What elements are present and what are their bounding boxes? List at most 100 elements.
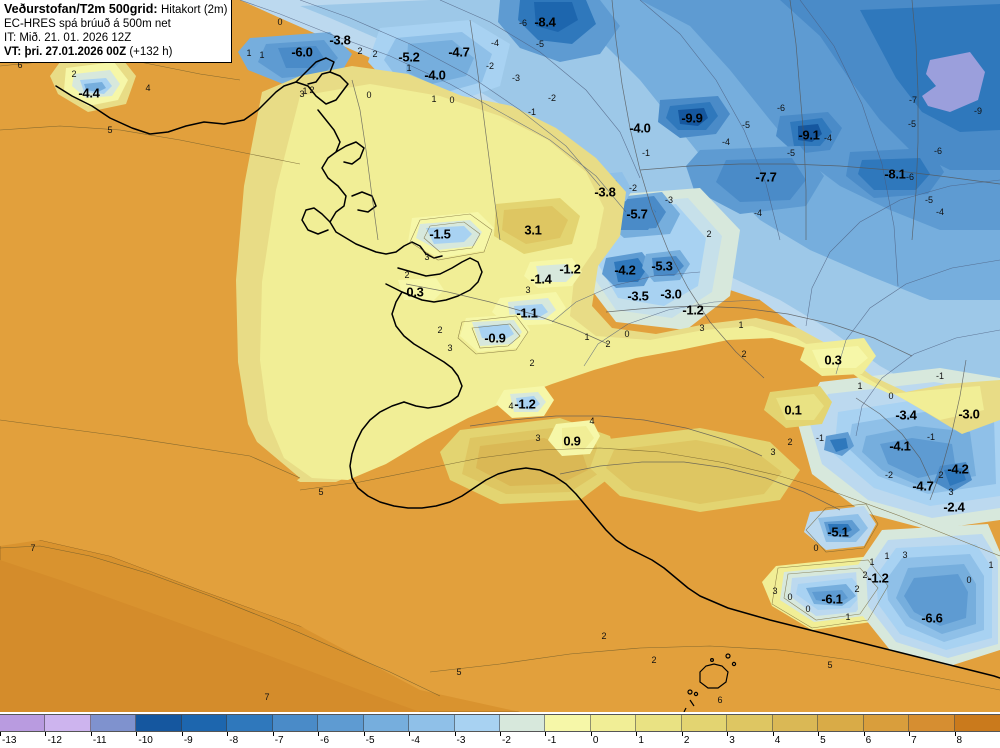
contour-label: -2 xyxy=(884,470,894,480)
contour-label: 2 xyxy=(357,46,363,56)
contour-label: 2 xyxy=(372,49,378,59)
contour-label: 2 xyxy=(862,570,868,580)
colorbar-tick-label: 1 xyxy=(638,735,644,746)
contour-label: 1 xyxy=(406,63,412,73)
colorbar-tick xyxy=(272,732,274,736)
contour-label: 2 xyxy=(437,325,443,335)
temperature-value-label: -4.0 xyxy=(629,120,651,136)
contour-label: -6 xyxy=(518,18,528,28)
colorbar-tick xyxy=(318,732,320,736)
contour-label: 2 xyxy=(854,584,860,594)
colorbar-tick xyxy=(772,732,774,736)
temperature-map[interactable]: 6 5 2 0 4 1 1 2 2 1 0 1 3 2 -6 -4 -5 -2 -3 -2 -1 0 1 -6 -5 -4 -4 -5… xyxy=(0,0,1000,712)
contour-label: 5 xyxy=(827,660,833,670)
colorbar-segment xyxy=(863,715,910,731)
colorbar-tick-label: -2 xyxy=(502,735,511,746)
contour-label: 3 xyxy=(447,343,453,353)
contour-label: 1 xyxy=(259,50,265,60)
temperature-value-label: -5.2 xyxy=(398,49,420,65)
colorbar-tick-label: -1 xyxy=(547,735,557,746)
contour-label: -5 xyxy=(907,119,917,129)
colorbar-tick-label: 4 xyxy=(774,735,781,746)
colorbar-tick-label: -6 xyxy=(320,735,330,746)
temperature-value-label: -1.2 xyxy=(559,261,581,277)
temperature-value-label: -2.4 xyxy=(943,499,965,515)
colorbar-segment xyxy=(909,715,955,731)
temperature-value-label: -1.4 xyxy=(530,271,552,287)
temperature-value-label: 0.9 xyxy=(563,433,581,449)
colorbar-segment xyxy=(45,715,91,731)
colorbar-tick-label: -12 xyxy=(47,735,62,746)
temperature-value-label: -1.2 xyxy=(682,302,704,318)
colorbar-tick xyxy=(227,732,229,736)
contour-label: -5 xyxy=(535,39,545,49)
colorbar-tick xyxy=(636,732,638,736)
contour-label: -6 xyxy=(933,146,943,156)
contour-label: 6 xyxy=(17,60,23,70)
contour-label: 2 xyxy=(309,85,315,95)
colorbar-segment xyxy=(363,715,410,731)
temperature-value-label: -3.0 xyxy=(958,406,980,422)
temperature-value-label: -6.0 xyxy=(291,44,313,60)
contour-label: 3 xyxy=(525,285,531,295)
colorbar-tick xyxy=(545,732,547,736)
contour-label: 1 xyxy=(584,332,590,342)
contour-label: 7 xyxy=(30,543,36,553)
contour-label: 0 xyxy=(366,90,372,100)
colorbar-tick-label: -4 xyxy=(411,735,420,746)
colorbar-tick-label: -5 xyxy=(365,735,375,746)
colorbar-segment xyxy=(454,715,500,731)
colorbar-tick-label: -7 xyxy=(274,735,284,746)
temperature-value-label: -5.7 xyxy=(626,206,648,222)
colorbar-tick xyxy=(409,732,411,736)
contour-label: 1 xyxy=(988,560,994,570)
colorbar-tick xyxy=(954,732,956,736)
colorbar-tick xyxy=(181,732,183,736)
temperature-value-label: -9.1 xyxy=(798,127,820,143)
temperature-value-label: -3.8 xyxy=(329,32,351,48)
colorbar-segment xyxy=(636,715,682,731)
temperature-value-label: -1.2 xyxy=(867,570,889,586)
contour-label: 1 xyxy=(845,612,851,622)
temperature-value-label: -6.1 xyxy=(821,591,843,607)
colorbar-tick-label: -9 xyxy=(183,735,193,746)
colorbar-strip[interactable] xyxy=(0,714,1000,732)
contour-label: 0 xyxy=(813,543,819,553)
contour-label: 2 xyxy=(938,470,944,480)
contour-label: -1 xyxy=(527,107,537,117)
temperature-value-label: -3.5 xyxy=(627,288,649,304)
contour-label: 0 xyxy=(966,575,972,585)
temperature-colorbar[interactable]: -13 -12 -11 -10 -9 -8 -7 -6 -5 -4 -3 -2 -1 0 1 2 3 4 5 6 7 8 xyxy=(0,712,1000,748)
colorbar-tick xyxy=(590,732,592,736)
colorbar-segment xyxy=(90,715,137,731)
contour-label: 4 xyxy=(508,401,514,411)
temperature-value-label: -3.4 xyxy=(895,407,917,423)
contour-label: -4 xyxy=(490,38,500,48)
contour-label: 3 xyxy=(535,433,541,443)
contour-label: 1 xyxy=(246,48,252,58)
contour-label: -2 xyxy=(628,183,638,193)
temperature-value-label: -4.4 xyxy=(78,85,100,101)
contour-label: 1 xyxy=(738,320,744,330)
contour-label: -1 xyxy=(926,432,936,442)
colorbar-tick xyxy=(90,732,92,736)
colorbar-tick xyxy=(136,732,138,736)
contour-label: 3 xyxy=(424,252,430,262)
map-info-box: Veðurstofan/T2m 500grid: Hitakort (2m) E… xyxy=(0,0,232,64)
colorbar-segment xyxy=(318,715,364,731)
temperature-value-label: -4.7 xyxy=(448,44,470,60)
colorbar-segment xyxy=(272,715,319,731)
contour-label: -3 xyxy=(511,73,521,83)
colorbar-tick-label: 8 xyxy=(956,735,963,746)
colorbar-tick-label: 3 xyxy=(729,735,735,746)
valid-time-line: VT: þri. 27.01.2026 00Z (+132 h) xyxy=(4,45,227,59)
product-title-line: Veðurstofan/T2m 500grid: Hitakort (2m) xyxy=(4,2,227,17)
contour-label: 0 xyxy=(624,329,630,339)
colorbar-segment xyxy=(227,715,273,731)
contour-label: -1 xyxy=(815,433,825,443)
contour-label: 0 xyxy=(277,17,283,27)
contour-label: 2 xyxy=(787,437,793,447)
contour-label: 2 xyxy=(651,655,657,665)
temperature-value-label: -5.1 xyxy=(827,524,849,540)
colorbar-tick xyxy=(727,732,729,736)
